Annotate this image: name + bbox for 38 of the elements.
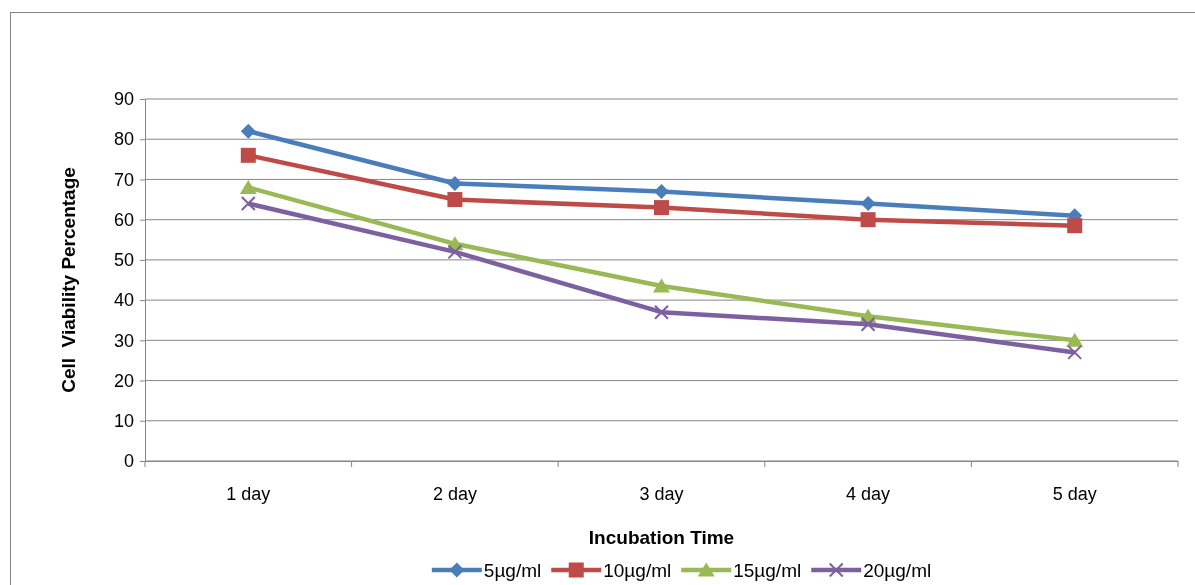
y-tick-label: 50 [113, 250, 134, 271]
y-tick-label: 10 [113, 411, 134, 432]
x-tick-label: 4 day [846, 483, 891, 504]
legend-label: 10µg/ml [603, 560, 672, 581]
x-tick-label: 3 day [639, 483, 684, 504]
point [240, 196, 256, 212]
x-tick-label: 2 day [432, 483, 477, 504]
legend-label: 5µg/ml [483, 560, 542, 581]
point [239, 179, 257, 194]
point [654, 184, 669, 200]
x-tick-label: 5 day [1052, 483, 1097, 504]
point [653, 278, 670, 293]
point [447, 244, 463, 260]
point [654, 304, 669, 320]
y-tick-label: 40 [113, 290, 134, 311]
point [1067, 218, 1083, 234]
x-axis-title: Incubation Time [588, 527, 735, 548]
point [860, 316, 876, 332]
y-axis-title: Cell Viability Percentage [58, 167, 79, 393]
point [447, 192, 463, 208]
point [1066, 332, 1084, 347]
point [240, 147, 256, 163]
y-tick-label: 60 [113, 209, 134, 230]
legend-label: 20µg/ml [863, 560, 932, 581]
point [1067, 344, 1083, 360]
y-tick-label: 0 [123, 451, 134, 472]
point [654, 200, 669, 216]
y-tick-label: 30 [113, 330, 134, 351]
point [447, 175, 463, 191]
x-tick-label: 1 day [226, 483, 271, 504]
legend-label: 15µg/ml [733, 560, 802, 581]
y-tick-label: 70 [113, 169, 134, 190]
point [860, 196, 876, 212]
y-tick-label: 80 [113, 129, 134, 150]
y-tick-label: 90 [113, 89, 134, 110]
y-tick-label: 20 [113, 370, 134, 391]
point [860, 212, 876, 228]
point [240, 123, 256, 139]
